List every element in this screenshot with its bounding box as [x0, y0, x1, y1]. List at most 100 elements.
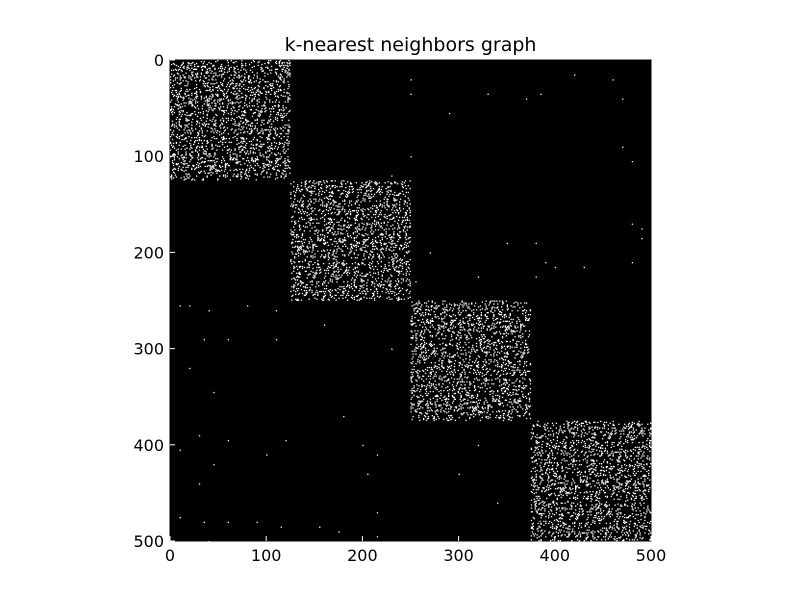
adjacency-point — [322, 281, 325, 283]
adjacency-point — [219, 165, 221, 168]
adjacency-point — [340, 232, 342, 234]
adjacency-point — [206, 63, 208, 66]
adjacency-point — [430, 362, 432, 364]
adjacency-point — [342, 290, 344, 293]
adjacency-point — [348, 226, 351, 228]
adjacency-point — [220, 70, 223, 72]
adjacency-point — [220, 161, 223, 164]
adjacency-point — [466, 391, 468, 394]
adjacency-point — [282, 105, 284, 107]
adjacency-point — [460, 400, 462, 402]
adjacency-point — [297, 287, 300, 290]
adjacency-point — [330, 221, 332, 223]
adjacency-point — [512, 350, 514, 352]
adjacency-point — [208, 107, 210, 109]
adjacency-point — [297, 272, 300, 274]
adjacency-point — [448, 394, 450, 397]
adjacency-point — [210, 62, 212, 65]
adjacency-point — [448, 309, 451, 311]
adjacency-point — [519, 385, 521, 387]
adjacency-point — [197, 154, 200, 156]
adjacency-point — [301, 261, 304, 263]
adjacency-point — [344, 219, 346, 221]
adjacency-point — [463, 322, 465, 324]
adjacency-point — [201, 65, 204, 68]
adjacency-point — [446, 323, 448, 325]
adjacency-point — [214, 67, 216, 69]
adjacency-point — [317, 263, 319, 266]
adjacency-point — [320, 256, 322, 258]
adjacency-point — [327, 217, 330, 220]
adjacency-point — [281, 142, 283, 145]
adjacency-point — [435, 350, 437, 352]
adjacency-point — [325, 223, 328, 225]
adjacency-point — [405, 233, 407, 235]
adjacency-point — [402, 273, 405, 275]
adjacency-point — [305, 250, 307, 252]
adjacency-point — [446, 306, 448, 308]
adjacency-point — [231, 110, 233, 112]
adjacency-point — [385, 228, 387, 230]
adjacency-point — [379, 218, 382, 221]
adjacency-point — [385, 187, 387, 190]
adjacency-point — [198, 122, 201, 124]
adjacency-point — [282, 110, 284, 112]
adjacency-point — [220, 160, 223, 162]
adjacency-point — [300, 299, 303, 301]
adjacency-point — [477, 327, 480, 329]
adjacency-point — [444, 312, 446, 314]
adjacency-point — [249, 125, 252, 127]
adjacency-point — [359, 248, 361, 250]
adjacency-point — [269, 138, 271, 141]
adjacency-point — [216, 169, 218, 171]
adjacency-point — [443, 357, 445, 359]
adjacency-point — [489, 343, 491, 346]
adjacency-point — [208, 156, 210, 158]
adjacency-point — [228, 70, 230, 72]
adjacency-point — [388, 214, 390, 217]
adjacency-point — [504, 369, 507, 372]
adjacency-point — [220, 63, 223, 66]
adjacency-point — [392, 265, 394, 268]
adjacency-point — [173, 74, 176, 76]
adjacency-point — [273, 153, 276, 155]
adjacency-point — [372, 205, 374, 207]
adjacency-point — [373, 299, 376, 301]
adjacency-point — [451, 394, 454, 397]
adjacency-point — [381, 247, 383, 249]
adjacency-point — [373, 193, 376, 196]
adjacency-point — [503, 379, 506, 381]
adjacency-point — [440, 325, 442, 327]
adjacency-point — [401, 184, 404, 186]
adjacency-point — [175, 125, 178, 127]
adjacency-point — [228, 148, 230, 150]
adjacency-point — [320, 271, 322, 273]
adjacency-point — [327, 259, 330, 261]
adjacency-point — [340, 233, 342, 235]
adjacency-point — [318, 285, 320, 287]
adjacency-point — [241, 75, 243, 77]
adjacency-point — [499, 313, 501, 316]
adjacency-point — [287, 136, 289, 138]
adjacency-point — [459, 403, 461, 405]
adjacency-point — [355, 270, 357, 272]
adjacency-point — [316, 182, 318, 184]
adjacency-point — [347, 284, 349, 286]
adjacency-point — [235, 85, 237, 87]
adjacency-point — [467, 365, 469, 368]
adjacency-point — [256, 143, 258, 145]
adjacency-point — [217, 94, 219, 96]
adjacency-point — [392, 224, 394, 226]
adjacency-point — [398, 227, 401, 229]
adjacency-point — [236, 110, 238, 113]
adjacency-point — [496, 317, 498, 320]
adjacency-point — [344, 255, 346, 257]
adjacency-point — [348, 217, 351, 220]
adjacency-point — [288, 68, 290, 70]
adjacency-point — [494, 307, 496, 309]
adjacency-point — [314, 226, 316, 228]
adjacency-point — [511, 310, 513, 312]
adjacency-point — [379, 212, 382, 214]
adjacency-point — [405, 263, 407, 266]
adjacency-point — [284, 71, 286, 73]
